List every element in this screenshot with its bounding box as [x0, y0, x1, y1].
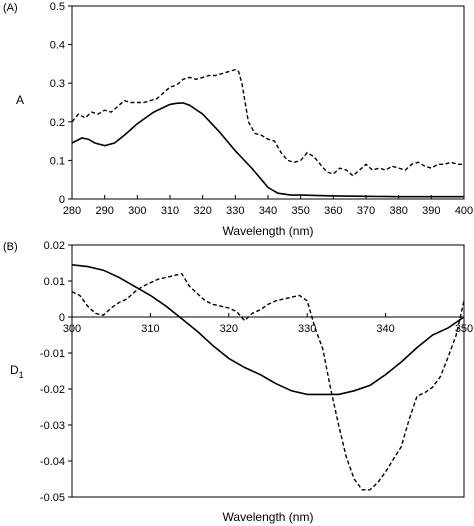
panel-a-x-axis-label: Wavelength (nm)	[223, 224, 314, 238]
b-series-dashed-line	[71, 273, 465, 491]
b-y-tick-label: -0.04	[40, 456, 65, 468]
a-x-tick-label: 300	[128, 205, 146, 217]
b-y-tick-label: -0.02	[40, 384, 65, 396]
panel-a-label: (A)	[3, 2, 18, 14]
a-x-tick-label: 370	[357, 205, 375, 217]
b-y-tick-label: -0.01	[40, 348, 65, 360]
b-x-tick-label: 310	[141, 323, 159, 335]
panel-b-y-axis-label: D1	[10, 363, 24, 380]
b-y-tick-label: 0.01	[44, 276, 65, 288]
b-x-tick-label: 350	[455, 323, 473, 335]
b-y-tick-label: 0	[59, 312, 65, 324]
a-y-tick-label: 0.1	[50, 155, 65, 167]
a-y-tick-label: 0.4	[50, 40, 65, 52]
a-x-tick-label: 290	[95, 205, 113, 217]
a-y-tick-label: 0.3	[50, 78, 65, 90]
panel-b: (B) -0.05 -0.04 -0.03 -0.02 -0.01 0 0.01 0.02 3…	[3, 240, 473, 524]
a-x-tick-label: 310	[161, 205, 179, 217]
a-x-tick-label: 400	[455, 205, 473, 217]
a-x-tick-label: 390	[422, 205, 440, 217]
a-y-tick-label: 0.5	[50, 1, 65, 13]
a-y-tick-label: 0	[59, 194, 65, 206]
a-x-tick-label: 320	[193, 205, 211, 217]
a-series-dashed-line	[71, 68, 464, 177]
b-x-tick-label: 340	[376, 323, 394, 335]
a-x-tick-label: 380	[389, 205, 407, 217]
panel-b-x-axis-label: Wavelength (nm)	[223, 510, 314, 524]
a-y-tick-label: 0.2	[50, 117, 65, 129]
b-y-tick-label: -0.05	[40, 492, 65, 504]
b-y-tick-label: 0.02	[44, 240, 65, 252]
b-x-tick-label: 330	[298, 323, 316, 335]
panel-a: (A) 0 0.1 0.2 0.3 0.4 0.5 280 290 300 310 320 330 3…	[3, 1, 473, 238]
b-x-tick-label: 300	[63, 323, 81, 335]
b-x-tick-label: 320	[220, 323, 238, 335]
a-x-tick-label: 340	[259, 205, 277, 217]
panel-b-plot-area	[71, 244, 465, 498]
b-series-solid-line	[71, 264, 465, 396]
a-x-tick-label: 330	[226, 205, 244, 217]
panel-a-y-axis-label: A	[16, 93, 24, 107]
b-y-tick-label: -0.03	[40, 420, 65, 432]
a-x-tick-label: 350	[291, 205, 309, 217]
a-x-tick-label: 360	[324, 205, 342, 217]
a-x-tick-label: 280	[63, 205, 81, 217]
a-series-solid-line	[71, 102, 464, 198]
panel-b-label: (B)	[3, 241, 18, 253]
